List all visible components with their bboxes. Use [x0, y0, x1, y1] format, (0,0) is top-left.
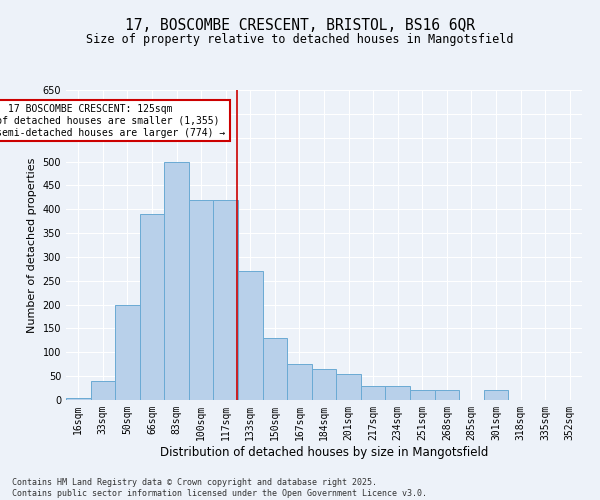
Bar — [410, 390, 434, 400]
Bar — [115, 304, 140, 400]
Bar — [434, 390, 459, 400]
Bar — [287, 364, 312, 400]
Bar — [164, 162, 189, 400]
Text: 17 BOSCOMBE CRESCENT: 125sqm
← 63% of detached houses are smaller (1,355)
36% of: 17 BOSCOMBE CRESCENT: 125sqm ← 63% of de… — [0, 104, 226, 138]
Bar — [361, 386, 385, 400]
Bar — [214, 200, 238, 400]
Text: Contains HM Land Registry data © Crown copyright and database right 2025.
Contai: Contains HM Land Registry data © Crown c… — [12, 478, 427, 498]
Bar — [189, 200, 214, 400]
Bar — [91, 381, 115, 400]
Bar — [484, 390, 508, 400]
Text: Size of property relative to detached houses in Mangotsfield: Size of property relative to detached ho… — [86, 32, 514, 46]
Bar — [238, 271, 263, 400]
X-axis label: Distribution of detached houses by size in Mangotsfield: Distribution of detached houses by size … — [160, 446, 488, 458]
Bar — [66, 398, 91, 400]
Bar — [336, 374, 361, 400]
Bar — [140, 214, 164, 400]
Bar — [263, 338, 287, 400]
Bar — [385, 386, 410, 400]
Text: 17, BOSCOMBE CRESCENT, BRISTOL, BS16 6QR: 17, BOSCOMBE CRESCENT, BRISTOL, BS16 6QR — [125, 18, 475, 32]
Bar — [312, 369, 336, 400]
Y-axis label: Number of detached properties: Number of detached properties — [27, 158, 37, 332]
